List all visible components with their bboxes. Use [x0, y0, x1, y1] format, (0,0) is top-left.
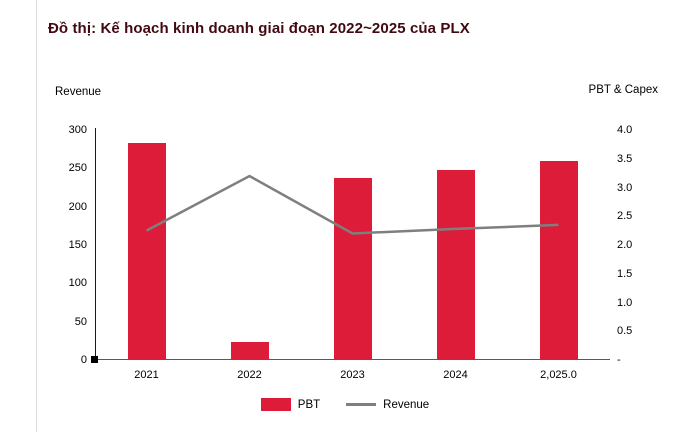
x-axis-label: 2021 [134, 369, 159, 381]
right-tick-label: - [617, 354, 621, 366]
origin-marker [91, 356, 98, 363]
bar-pbt [539, 160, 578, 360]
legend-item-pbt: PBT [260, 398, 321, 411]
left-tick-label: 200 [68, 200, 87, 213]
x-axis-line [95, 359, 610, 360]
bar-pbt [230, 342, 269, 360]
right-tick-label: 2.0 [617, 239, 633, 251]
page-left-rule [36, 0, 37, 432]
x-axis-labels: 2021 2022 2023 2024 2,025.0 [95, 368, 610, 384]
left-tick-label: 150 [68, 239, 87, 251]
x-axis-label: 2023 [340, 369, 365, 381]
left-axis-ticks: 0 50 100 150 200 250 300 [45, 124, 87, 366]
left-tick-label: 0 [80, 354, 87, 366]
bars [95, 130, 610, 360]
plot-area [91, 128, 610, 363]
y-axis-line [95, 128, 96, 362]
left-tick-label: 100 [68, 277, 87, 290]
right-tick-label: 2.5 [617, 210, 633, 223]
right-tick-label: 3.0 [617, 181, 633, 194]
legend-pbt-swatch [260, 398, 291, 411]
legend-revenue-swatch [346, 403, 377, 406]
left-tick-label: 250 [68, 162, 87, 175]
bar-pbt [333, 177, 372, 360]
right-tick-label: 1.5 [617, 267, 633, 280]
revenue-line [145, 174, 559, 235]
left-axis-title: Revenue [55, 86, 102, 98]
legend-pbt-label: PBT [297, 398, 321, 411]
right-tick-label: 4.0 [617, 124, 633, 136]
right-tick-label: 1.0 [617, 296, 633, 309]
legend: PBT Revenue [0, 398, 690, 411]
line-layer [145, 174, 559, 235]
x-axis-label: 2022 [237, 369, 262, 381]
x-axis-label: 2,025.0 [540, 369, 577, 381]
chart-title: Đồ thị: Kế hoạch kinh doanh giai đoạn 20… [48, 20, 470, 37]
right-axis-ticks: - 0.5 1.0 1.5 2.0 2.5 3.0 3.5 4.0 [617, 124, 657, 366]
legend-item-revenue: Revenue [346, 399, 429, 411]
left-tick-label: 300 [68, 124, 87, 136]
bar-pbt [127, 143, 166, 360]
x-axis-label: 2024 [443, 369, 468, 381]
bar-pbt [436, 169, 475, 360]
right-axis-title: PBT & Capex [588, 84, 658, 96]
right-tick-label: 3.5 [617, 152, 633, 165]
right-tick-label: 0.5 [617, 325, 633, 338]
legend-revenue-label: Revenue [383, 398, 430, 411]
left-tick-label: 50 [74, 315, 87, 328]
